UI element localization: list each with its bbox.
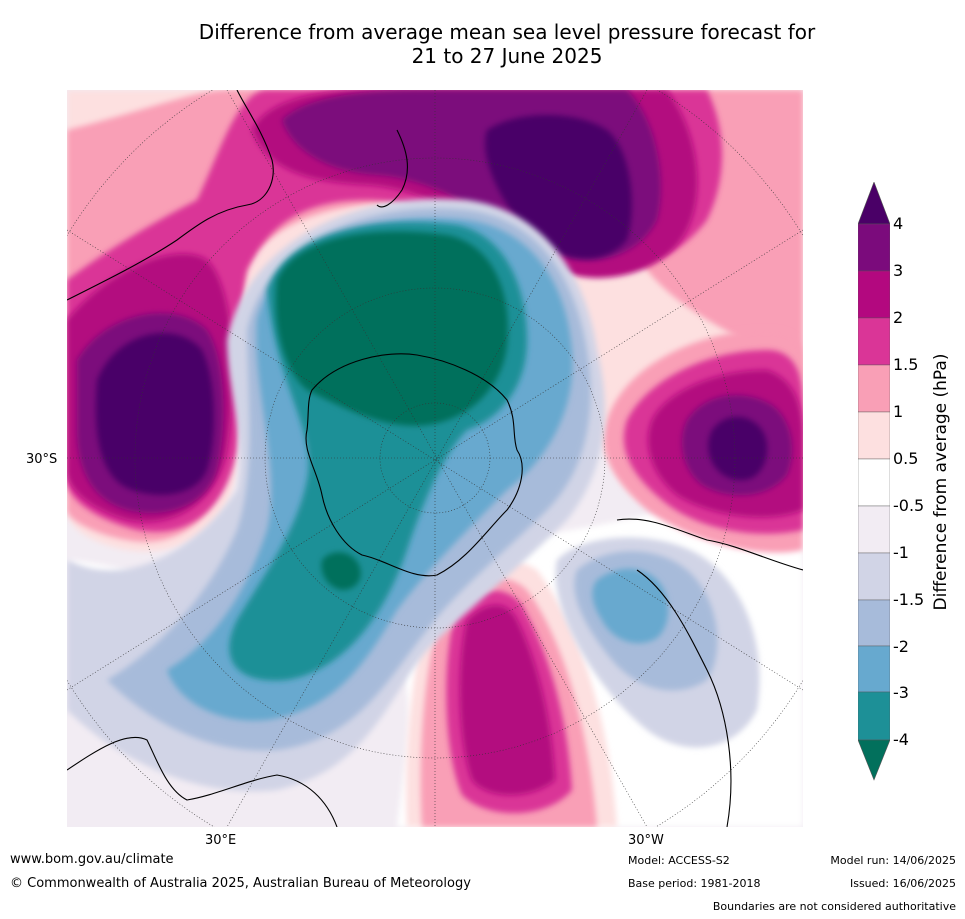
footer-disclaimer: Boundaries are not considered authoritat… xyxy=(712,900,956,913)
title-line-2: 21 to 27 June 2025 xyxy=(411,44,603,68)
colorbar-segment-1.5-2 xyxy=(858,317,890,366)
colorbar-segment-neg0.5-0.5 xyxy=(858,458,890,507)
lat-label-30s: 30°S xyxy=(26,452,58,467)
colorbar xyxy=(858,182,890,781)
colorbar-cap-bottom xyxy=(858,739,890,781)
footer-url[interactable]: www.bom.gov.au/climate xyxy=(10,852,174,867)
footer-issued: Issued: 16/06/2025 xyxy=(849,877,956,890)
lon-label-30w: 30°W xyxy=(628,833,664,848)
pressure-anomaly-map xyxy=(67,90,803,827)
anomaly-zone-pos-4 xyxy=(95,333,214,495)
colorbar-segment-neg1.5-neg1 xyxy=(858,552,890,601)
colorbar-tick-1.5: 1.5 xyxy=(893,355,919,374)
colorbar-segment-2-3 xyxy=(858,270,890,319)
footer-model-run: Model run: 14/06/2025 xyxy=(830,854,956,867)
colorbar-segment-neg4-neg3 xyxy=(858,691,890,741)
colorbar-tick-neg3: -3 xyxy=(893,683,909,702)
colorbar-tick-neg1.5: -1.5 xyxy=(893,590,925,609)
anomaly-zone-neg-4 xyxy=(275,231,508,426)
south-america-coastline xyxy=(616,518,803,827)
colorbar-tick-2: 2 xyxy=(893,308,904,327)
footer-base-period: Base period: 1981-2018 xyxy=(628,877,761,890)
colorbar-segment-3-4 xyxy=(858,223,890,272)
anomaly-zone-neg-2-east xyxy=(592,568,669,644)
footer-copyright: © Commonwealth of Australia 2025, Austra… xyxy=(10,876,471,891)
colorbar-segment-neg3-neg2 xyxy=(858,645,890,693)
coastlines xyxy=(67,90,803,827)
footer-model: Model: ACCESS-S2 xyxy=(628,854,730,867)
colorbar-tick-neg4: -4 xyxy=(893,730,909,749)
colorbar-segment-1-1.5 xyxy=(858,364,890,413)
colorbar-tick-neg1: -1 xyxy=(893,543,909,562)
colorbar-segment-0.5-1 xyxy=(858,411,890,460)
colorbar-tick-neg0.5: -0.5 xyxy=(893,496,925,515)
colorbar-segment-neg1-neg0.5 xyxy=(858,505,890,554)
graticule xyxy=(67,90,803,827)
colorbar-tick-neg2: -2 xyxy=(893,637,909,656)
antarctica-coastline xyxy=(305,353,523,577)
australia-coastline xyxy=(67,90,274,301)
anomaly-zone-neg-4-small xyxy=(321,552,361,590)
colorbar-cap-top xyxy=(858,182,890,225)
colorbar-tick-1: 1 xyxy=(893,402,904,421)
africa-coastline xyxy=(67,736,338,827)
colorbar-label: Difference from average (hPa) xyxy=(931,353,951,611)
anomaly-zone-east-5 xyxy=(708,416,768,481)
colorbar-segment-neg2-neg1.5 xyxy=(858,599,890,647)
chart-title: Difference from average mean sea level p… xyxy=(0,20,965,68)
title-line-1: Difference from average mean sea level p… xyxy=(198,20,816,44)
anomaly-zone-south-2 xyxy=(460,605,555,795)
lon-label-30e: 30°E xyxy=(205,833,237,848)
new-zealand-coastline xyxy=(376,129,408,208)
colorbar-tick-0.5: 0.5 xyxy=(893,449,919,468)
colorbar-tick-3: 3 xyxy=(893,261,904,280)
colorbar-tick-4: 4 xyxy=(893,214,904,233)
